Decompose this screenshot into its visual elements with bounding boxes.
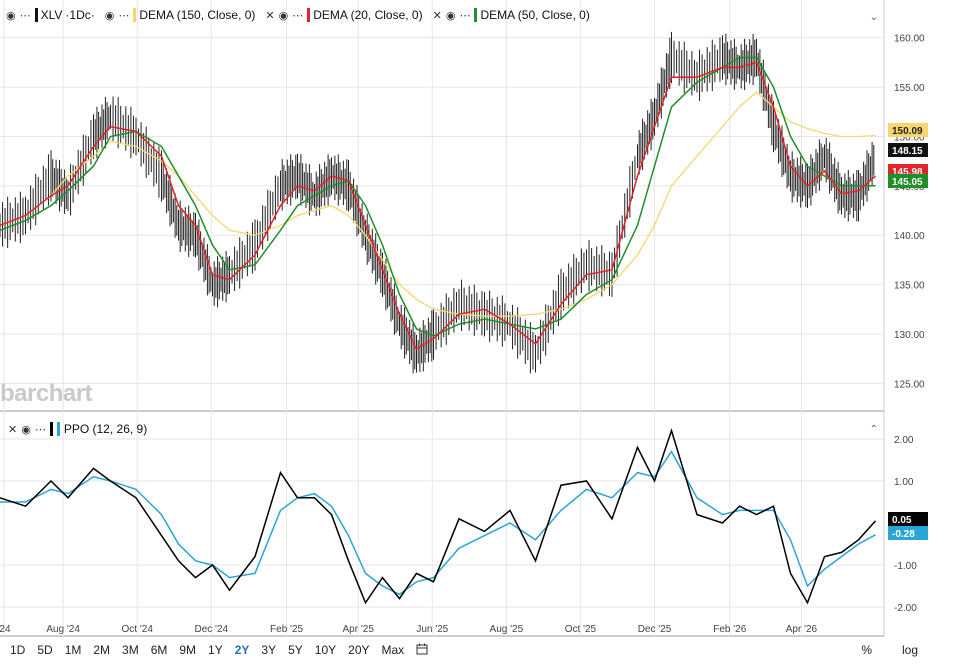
ppo-swatch [49, 422, 53, 436]
ppo-label: PPO (12, 26, 9) [63, 422, 148, 436]
price-last-value-bg [888, 143, 928, 157]
range-button-1d[interactable]: 1D [10, 643, 26, 657]
range-button-1y[interactable]: 1Y [208, 643, 223, 657]
range-button-group: 1D 5D 1M 2M 3M 6M 9M 1Y 2Y 3Y 5Y 10Y 20Y Max [0, 643, 410, 657]
legend-item-dema150: DEMA (150, Close, 0) [133, 8, 255, 22]
x-tick-label: Aug '24 [46, 624, 80, 635]
legend-item-dema50: DEMA (50, Close, 0) [474, 8, 590, 22]
symbol-label: XLV [40, 8, 63, 22]
price-tick-label: 125.00 [894, 379, 925, 390]
x-tick-label: Dec '25 [638, 624, 672, 635]
dema150-last-value-bg [888, 123, 928, 137]
x-tick-label: Jun '25 [416, 624, 448, 635]
dema20-label: DEMA (20, Close, 0) [313, 8, 423, 22]
range-button-20y[interactable]: 20Y [348, 643, 370, 657]
price-tick-label: 150.00 [894, 132, 925, 143]
dema50-line [0, 56, 876, 337]
scale-controls: % log [855, 639, 924, 661]
ppo-signal-last-value: -0.28 [892, 529, 915, 540]
ppo-tick-label: -2.00 [894, 603, 917, 614]
ppo-tick-label: 2.00 [894, 435, 914, 446]
dema150-swatch [133, 8, 137, 22]
price-legend: ◉ ⋯ XLV ·1Dc· ◉ ⋯ DEMA (150, Close, 0) ✕… [6, 8, 596, 22]
dema50-last-value-bg [888, 174, 928, 188]
price-tick-label: 155.00 [894, 83, 925, 94]
ppo-legend: ✕ ◉ ⋯ PPO (12, 26, 9) [8, 422, 147, 436]
range-button-1m[interactable]: 1M [64, 643, 82, 657]
collapse-price-icon[interactable]: ⌄ [869, 12, 878, 23]
dema50-last-value: 145.05 [892, 177, 923, 188]
price-tick-label: 140.00 [894, 231, 925, 242]
calendar-icon[interactable] [410, 643, 434, 658]
x-tick-label: Dec '24 [194, 624, 228, 635]
ppo-line [0, 428, 877, 605]
legend-item-symbol: XLV ·1Dc· [34, 8, 95, 22]
range-button-5y[interactable]: 5Y [288, 643, 303, 657]
eye-icon[interactable]: ◉ [6, 9, 16, 22]
close-icon[interactable]: ✕ [8, 423, 18, 436]
x-tick-label: Oct '24 [122, 624, 154, 635]
range-button-2m[interactable]: 2M [93, 643, 111, 657]
gridlines [0, 0, 885, 637]
legend-item-dema20: DEMA (20, Close, 0) [307, 8, 423, 22]
log-toggle[interactable]: log [901, 643, 918, 657]
x-tick-label: Apr '25 [343, 624, 375, 635]
close-icon[interactable]: ✕ [432, 9, 442, 22]
more-icon[interactable]: ⋯ [459, 9, 471, 22]
eye-icon[interactable]: ◉ [278, 9, 289, 22]
x-tick-label: '24 [0, 624, 11, 635]
eye-icon[interactable]: ◉ [104, 9, 115, 22]
percent-toggle[interactable]: % [861, 643, 872, 657]
range-button-max[interactable]: Max [381, 643, 405, 657]
x-tick-label: Feb '25 [270, 624, 303, 635]
more-icon[interactable]: ⋯ [292, 9, 304, 22]
more-icon[interactable]: ⋯ [118, 9, 130, 22]
collapse-ppo-icon[interactable]: ⌃ [869, 424, 878, 435]
barchart-watermark: barchart [0, 380, 93, 407]
price-panel [0, 31, 876, 374]
range-button-10y[interactable]: 10Y [314, 643, 337, 657]
x-tick-label: Apr '26 [786, 624, 818, 635]
ppo-signal-swatch [56, 422, 60, 436]
axes: 160.00155.00150.00145.00140.00135.00130.… [0, 34, 925, 635]
dema50-label: DEMA (50, Close, 0) [480, 8, 590, 22]
range-button-3y[interactable]: 3Y [261, 643, 277, 657]
dema150-label: DEMA (150, Close, 0) [139, 8, 256, 22]
ppo-tick-label: -1.00 [894, 561, 917, 572]
x-tick-label: Oct '25 [565, 624, 597, 635]
dema20-swatch [307, 8, 311, 22]
eye-icon[interactable]: ◉ [445, 9, 456, 22]
price-tick-label: 160.00 [894, 34, 925, 45]
price-last-value: 148.15 [892, 146, 923, 157]
eye-icon[interactable]: ◉ [21, 423, 31, 436]
ppo-signal-line [0, 450, 876, 596]
symbol-swatch [34, 8, 38, 22]
interval-label: ·1Dc· [65, 8, 95, 22]
range-button-6m[interactable]: 6M [150, 643, 168, 657]
ppo-signal-last-value-bg [888, 526, 928, 540]
more-icon[interactable]: ⋯ [34, 423, 46, 436]
ppo-last-value: 0.05 [892, 515, 912, 526]
range-button-5d[interactable]: 5D [37, 643, 53, 657]
dema150-last-value: 150.09 [892, 126, 923, 137]
dema20-last-value: 145.98 [892, 167, 923, 178]
ppo-tick-label: 1.00 [894, 477, 914, 488]
time-range-bar: 1D 5D 1M 2M 3M 6M 9M 1Y 2Y 3Y 5Y 10Y 20Y Max % log [0, 639, 960, 661]
ppo-last-value-bg [888, 512, 928, 526]
range-button-2y[interactable]: 2Y [234, 643, 250, 657]
range-button-3m[interactable]: 3M [122, 643, 139, 657]
price-tick-label: 135.00 [894, 281, 925, 292]
x-tick-label: Aug '25 [490, 624, 524, 635]
ppo-panel [0, 428, 877, 605]
close-icon[interactable]: ✕ [265, 9, 275, 22]
dema50-swatch [474, 8, 478, 22]
more-icon[interactable]: ⋯ [19, 9, 31, 22]
x-tick-label: Feb '26 [713, 624, 746, 635]
dema20-line [0, 61, 876, 350]
range-button-9m[interactable]: 9M [179, 643, 197, 657]
price-tick-label: 130.00 [894, 330, 925, 341]
